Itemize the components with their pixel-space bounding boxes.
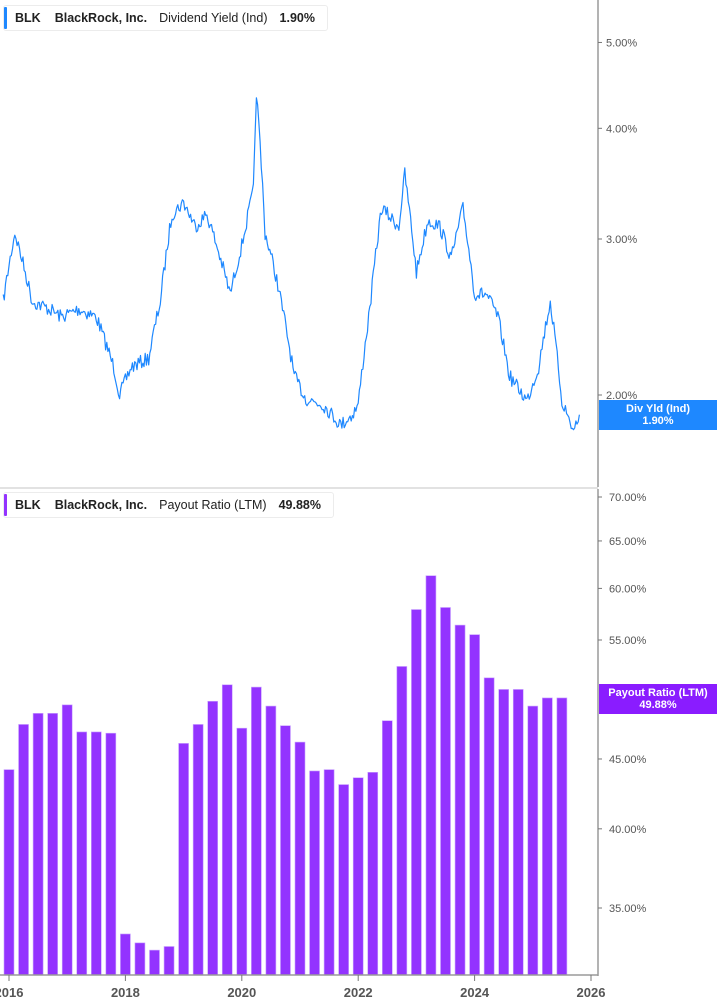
payout-bar[interactable] xyxy=(134,942,146,976)
x-tick-label: 2020 xyxy=(227,985,256,1000)
payout-bar[interactable] xyxy=(542,697,553,976)
y-tick-label: 70.00% xyxy=(609,492,647,504)
payout-bar[interactable] xyxy=(236,727,248,976)
y-tick-label: 60.00% xyxy=(609,583,647,595)
payout-bar[interactable] xyxy=(381,720,393,976)
payout-bar[interactable] xyxy=(367,772,379,976)
dividend-yield-panel: 2.00% 3.00% 4.00% 5.00% BLK BlackRock, Inc.… xyxy=(0,0,717,487)
legend-metric: Dividend Yield (Ind) xyxy=(159,11,268,25)
payout-bar[interactable] xyxy=(440,607,451,976)
legend-company: BlackRock, Inc. xyxy=(54,498,148,512)
payout-bar[interactable] xyxy=(483,677,495,976)
dividend-yield-line[interactable] xyxy=(2,97,580,431)
y-axis-ticks: 2.00% 3.00% 4.00% 5.00% xyxy=(598,37,637,402)
payout-bar[interactable] xyxy=(556,697,568,976)
payout-bar[interactable] xyxy=(512,689,524,976)
payout-bar[interactable] xyxy=(265,705,277,976)
payout-bar[interactable] xyxy=(76,731,88,976)
y-tick-label: 4.00% xyxy=(606,123,637,135)
y-tick-label: 40.00% xyxy=(609,824,647,836)
y-axis-ticks: 70.00% 65.00% 60.00% 55.00% 45.00% 40.00% 35.0… xyxy=(598,492,647,915)
x-tick-label: 2016 xyxy=(0,985,23,1000)
payout-bar[interactable] xyxy=(178,743,189,976)
legend-ticker: BLK xyxy=(15,498,41,512)
payout-bar[interactable] xyxy=(3,769,15,976)
payout-bar[interactable] xyxy=(163,946,175,976)
payout-bar[interactable] xyxy=(192,724,204,976)
payout-bar[interactable] xyxy=(120,933,131,976)
badge-value: 1.90% xyxy=(642,415,674,427)
y-tick-label: 65.00% xyxy=(609,536,647,548)
payout-ratio-legend: BLK BlackRock, Inc. Payout Ratio (LTM) 4… xyxy=(3,492,334,518)
payout-bar[interactable] xyxy=(469,634,480,976)
legend-value: 49.88% xyxy=(278,498,321,512)
legend-swatch xyxy=(4,7,7,29)
panel-divider[interactable] xyxy=(0,487,598,489)
payout-bar[interactable] xyxy=(309,770,320,976)
payout-bar[interactable] xyxy=(280,725,291,976)
y-tick-label: 5.00% xyxy=(606,37,637,49)
legend-swatch xyxy=(4,494,7,516)
y-tick-label: 45.00% xyxy=(609,754,647,766)
payout-bar[interactable] xyxy=(527,705,539,976)
payout-bar[interactable] xyxy=(454,624,466,976)
x-tick-label: 2022 xyxy=(344,985,373,1000)
payout-bar[interactable] xyxy=(294,741,306,976)
x-tick-label: 2026 xyxy=(577,985,606,1000)
payout-bar[interactable] xyxy=(105,732,117,976)
badge-label: Div Yld (Ind) xyxy=(626,403,690,415)
payout-bar[interactable] xyxy=(425,575,437,976)
payout-bar[interactable] xyxy=(251,686,262,976)
legend-ticker: BLK xyxy=(15,11,41,25)
dividend-yield-chart: 2.00% 3.00% 4.00% 5.00% xyxy=(2,0,637,487)
payout-ratio-bars xyxy=(3,575,568,976)
payout-bar[interactable] xyxy=(411,609,422,976)
y-tick-label: 35.00% xyxy=(609,903,647,915)
payout-bar[interactable] xyxy=(207,700,218,976)
payout-bar[interactable] xyxy=(18,724,29,976)
payout-ratio-panel: 70.00% 65.00% 60.00% 55.00% 45.00% 40.00% 35.0… xyxy=(0,489,717,1005)
dividend-yield-value-badge: Div Yld (Ind) 1.90% xyxy=(599,400,717,430)
y-tick-label: 55.00% xyxy=(609,635,647,647)
payout-bar[interactable] xyxy=(498,689,510,976)
payout-ratio-value-badge: Payout Ratio (LTM) 49.88% xyxy=(599,684,717,714)
payout-ratio-chart: 70.00% 65.00% 60.00% 55.00% 45.00% 40.00% 35.0… xyxy=(0,489,647,1000)
payout-bar[interactable] xyxy=(61,704,73,976)
payout-bar[interactable] xyxy=(149,949,160,976)
badge-value: 49.88% xyxy=(639,699,677,711)
payout-bar[interactable] xyxy=(352,777,364,976)
y-tick-label: 3.00% xyxy=(606,234,637,246)
payout-bar[interactable] xyxy=(221,684,233,976)
payout-bar[interactable] xyxy=(32,713,44,976)
payout-bar[interactable] xyxy=(396,666,408,976)
legend-value: 1.90% xyxy=(279,11,315,25)
payout-bar[interactable] xyxy=(47,713,58,976)
x-tick-label: 2024 xyxy=(460,985,490,1000)
x-tick-label: 2018 xyxy=(111,985,140,1000)
y-tick-label: 2.00% xyxy=(606,390,637,402)
payout-bar[interactable] xyxy=(91,731,102,976)
badge-label: Payout Ratio (LTM) xyxy=(608,687,708,699)
payout-bar[interactable] xyxy=(323,769,335,976)
x-axis-ticks: 2016 2018 2020 2022 2024 2026 xyxy=(0,975,605,1000)
legend-metric: Payout Ratio (LTM) xyxy=(159,498,267,512)
payout-bar[interactable] xyxy=(338,784,349,976)
dividend-yield-legend: BLK BlackRock, Inc. Dividend Yield (Ind)… xyxy=(3,5,328,31)
legend-company: BlackRock, Inc. xyxy=(54,11,148,25)
